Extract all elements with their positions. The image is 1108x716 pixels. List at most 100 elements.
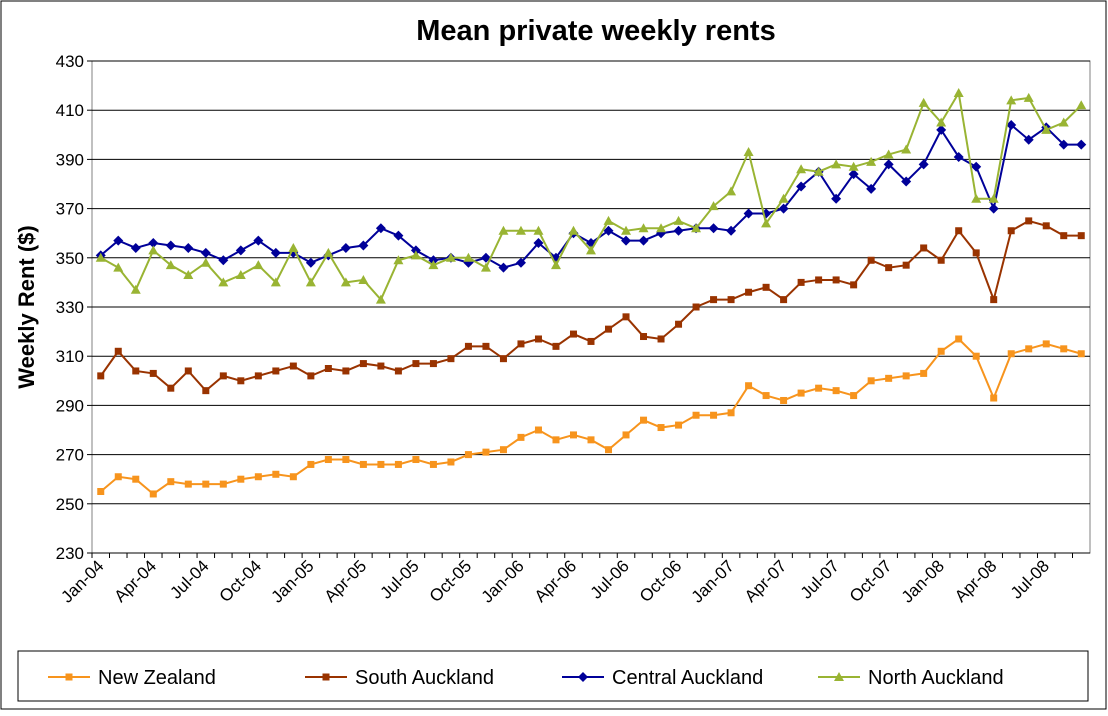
data-point [867,256,875,264]
data-point [972,249,980,257]
data-point [515,225,526,235]
data-point [393,230,404,241]
data-point [97,488,105,495]
data-point [533,238,544,249]
legend-label: Central Auckland [612,667,763,689]
y-tick-label: 410 [56,101,84,120]
data-point [375,294,386,304]
data-point [183,242,194,253]
data-point [1060,345,1068,353]
data-point [552,436,560,444]
data-point [883,149,894,159]
data-point [815,276,823,284]
y-axis-label: Weekly Rent ($) [14,225,39,388]
data-point [920,369,928,377]
data-point [603,225,614,236]
data-point [778,193,789,203]
data-point [218,277,229,287]
data-point [289,473,297,481]
data-point [393,255,404,265]
data-point [97,372,105,380]
data-point [640,416,648,424]
data-point [605,325,613,333]
data-point [953,87,964,97]
data-point [762,392,770,400]
data-point [463,252,474,262]
data-point [550,260,561,270]
data-point [270,277,281,287]
data-point [342,456,350,464]
data-point [253,235,264,246]
data-point [990,296,998,304]
data-point [447,355,455,363]
data-point [1042,340,1050,348]
data-point [323,247,334,257]
data-point [429,360,437,368]
data-point [1058,117,1069,127]
data-point [743,147,754,157]
data-point [937,256,945,264]
data-point [517,433,525,441]
data-point [482,342,490,350]
data-point [499,355,507,363]
y-tick-label: 370 [56,200,84,219]
data-point [832,387,840,395]
data-point [288,242,299,252]
data-point [1006,119,1017,130]
legend-label: New Zealand [98,667,216,689]
data-point [1076,100,1087,110]
data-point [762,283,770,291]
data-point [375,223,386,234]
data-point [237,377,245,385]
data-point [901,144,912,154]
data-point [883,159,894,170]
legend-marker [65,673,73,681]
data-point [640,333,648,341]
data-point [324,365,332,372]
data-point [113,235,124,246]
data-point [482,448,490,456]
data-point [848,169,859,180]
data-point [184,367,192,375]
data-point [621,225,632,235]
data-point [988,203,999,214]
legend-marker [322,673,330,681]
data-point [148,245,159,255]
data-point [515,257,526,268]
data-point [918,97,929,107]
data-point [780,296,788,304]
data-point [447,458,455,466]
data-point [517,340,525,348]
data-point [219,372,227,380]
data-point [1007,227,1015,235]
data-point [727,296,735,304]
y-tick-label: 430 [56,52,84,71]
data-point [761,218,772,228]
data-point [498,225,509,235]
data-point [726,186,737,196]
data-point [638,235,649,246]
data-point [831,159,842,169]
data-point [340,242,351,253]
data-point [587,436,595,444]
data-point [307,460,315,468]
data-point [552,342,560,350]
data-point [1023,134,1034,145]
data-point [342,367,350,375]
data-point [867,377,875,385]
data-point [603,215,614,225]
data-point [165,260,176,270]
data-point [114,347,122,355]
legend-label: North Auckland [868,667,1004,689]
data-point [464,342,472,350]
data-point [1077,350,1085,358]
data-point [708,201,719,211]
data-point [673,215,684,225]
data-point [902,372,910,380]
data-point [359,460,367,468]
data-point [499,446,507,454]
data-point [622,431,630,439]
data-point [657,335,665,343]
data-point [410,250,421,260]
